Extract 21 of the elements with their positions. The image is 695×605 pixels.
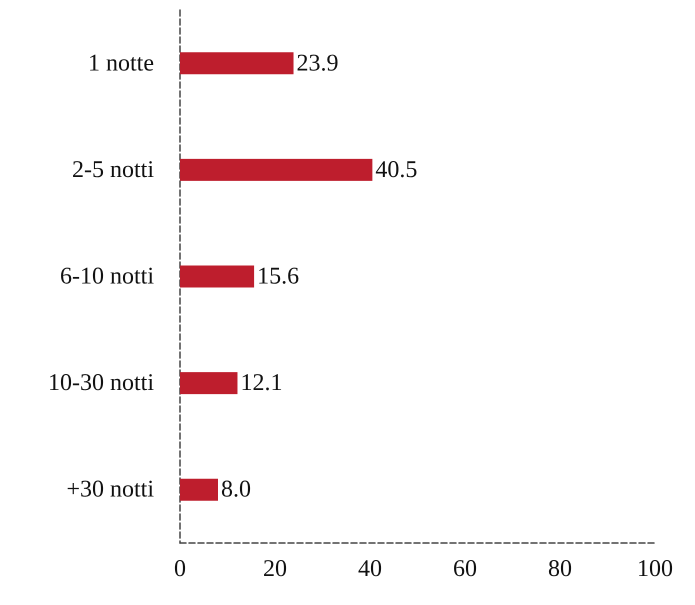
x-tick-label: 100 [637,556,673,582]
y-tick-label: 6-10 notti [60,264,154,290]
x-tick-label: 80 [548,556,572,582]
x-tick-label: 40 [358,556,382,582]
data-label: 23.9 [296,50,339,76]
x-tick-label: 60 [453,556,477,582]
x-tick-label: 0 [174,556,186,582]
data-label: 12.1 [240,370,282,396]
y-tick-label: +30 notti [66,476,154,503]
data-label: 8.0 [221,476,251,503]
bar [180,158,372,181]
y-tick-label: 10-30 notti [48,370,154,396]
bar [180,266,254,288]
data-label: 15.6 [257,264,300,290]
bar [180,478,218,501]
y-tick-label: 1 notte [88,50,154,76]
bar [180,52,294,74]
y-tick-label: 2-5 notti [72,156,154,183]
bar [180,372,238,394]
x-tick-label: 20 [263,556,287,582]
data-label: 40.5 [375,156,418,183]
